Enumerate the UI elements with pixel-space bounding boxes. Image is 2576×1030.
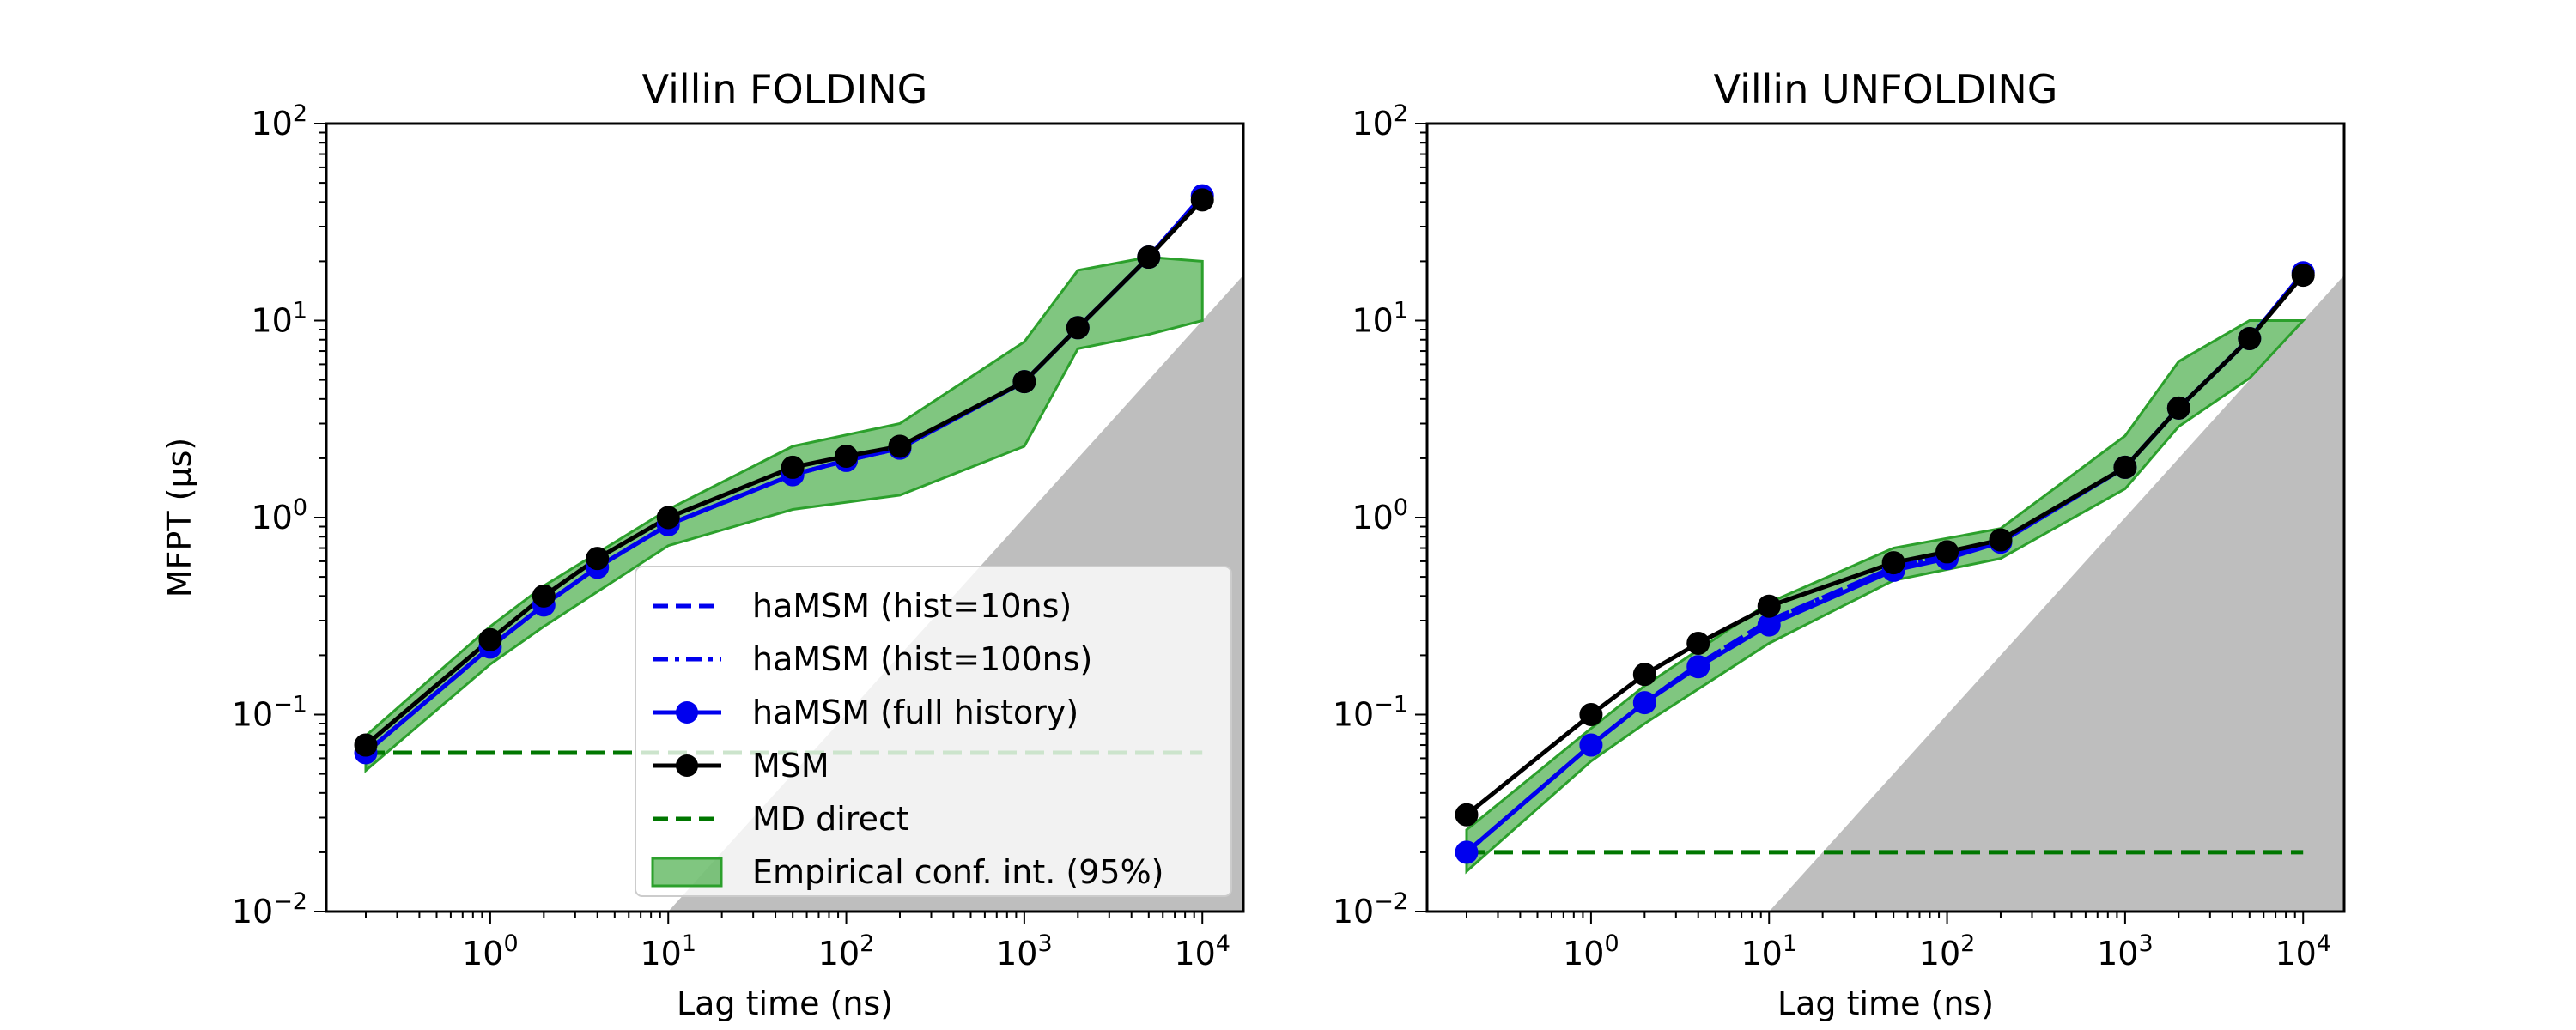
panel-0-legend-label: haMSM (hist=100ns) xyxy=(752,640,1092,678)
panel-0-series-3-point xyxy=(835,444,859,468)
panel-1-series-3-point xyxy=(1881,551,1905,575)
panel-1-series-2-point xyxy=(1579,733,1603,757)
panel-1-x-tick-label: 102 xyxy=(1919,930,1976,972)
panel-1-series-2-point xyxy=(1686,655,1710,679)
panel-1-y-tick-label: 10−2 xyxy=(1333,888,1408,930)
panel-0-series-3-point xyxy=(1190,188,1214,212)
panel-0-series-3-point xyxy=(656,506,680,530)
panel-0-x-tick-label: 103 xyxy=(996,930,1053,972)
panel-0-series-3-point xyxy=(586,547,610,571)
panel-0-legend-marker xyxy=(676,701,698,724)
panel-1-series-3-point xyxy=(1632,663,1656,687)
panel-0-legend-box xyxy=(635,566,1232,897)
panel-0-series-3-point xyxy=(532,584,556,608)
panel-1-series-2-point xyxy=(1455,840,1479,864)
panel-0-y-tick-label: 100 xyxy=(251,494,307,536)
panel-1-series-3-point xyxy=(1989,528,2013,552)
panel-1-series-2-point xyxy=(1632,691,1656,715)
panel-1-x-tick-label: 104 xyxy=(2275,930,2331,972)
panel-1-series-3-point xyxy=(1686,631,1710,655)
panel-0-plot: 100 101 102 103 104 10−2 10−1 100 101 102 Villin F… xyxy=(161,66,1245,1022)
panel-0-legend-label: MD direct xyxy=(752,800,909,838)
panel-0-title: Villin FOLDING xyxy=(642,66,928,112)
panel-0-series-3-point xyxy=(1066,316,1090,340)
panel-1-series-3-point xyxy=(2291,264,2315,288)
panel-0-y-tick-label: 10−2 xyxy=(232,888,307,930)
panel-0-legend-label: haMSM (full history) xyxy=(752,694,1078,731)
panel-1-plot-area xyxy=(1455,261,2344,912)
panel-0-series-3-point xyxy=(888,434,912,458)
panel-0-x-tick-label: 102 xyxy=(818,930,875,972)
panel-1-x-axis-label: Lag time (ns) xyxy=(1777,985,1994,1022)
panel-0-legend-swatch xyxy=(651,857,723,888)
panel-0-x-tick-label: 101 xyxy=(640,930,696,972)
panel-0-series-3-point xyxy=(354,733,378,757)
panel-0-legend-marker xyxy=(676,754,698,777)
panel-0-y-tick-label: 10−1 xyxy=(232,692,307,734)
panel-1-x-tick-label: 101 xyxy=(1741,930,1797,972)
panel-0-confidence-band xyxy=(364,256,1204,773)
panel-1-y-tick-label: 101 xyxy=(1352,298,1408,340)
panel-0-x-axis-label: Lag time (ns) xyxy=(677,985,893,1022)
panel-0-legend-label: Empirical conf. int. (95%) xyxy=(752,853,1164,891)
panel-0-series-3-point xyxy=(1012,370,1036,394)
panel-1-plot: 100 101 102 103 104 10−2 10−1 100 101 102 Villin U… xyxy=(1333,66,2346,1022)
panel-1-series-3-point xyxy=(2113,455,2137,479)
panel-0-series-3-point xyxy=(478,627,502,651)
panel-1-y-tick-label: 100 xyxy=(1352,494,1408,536)
panel-0-y-tick-label: 102 xyxy=(251,100,307,142)
panel-0-y-axis-label: MFPT (μs) xyxy=(161,438,198,597)
panel-1-series-3-point xyxy=(1455,803,1479,827)
panel-1-series-3-point xyxy=(2166,396,2190,420)
panel-1-confidence-band xyxy=(1465,319,2306,875)
panel-1-x-tick-label: 103 xyxy=(2097,930,2154,972)
panel-1-series-3-point xyxy=(2238,327,2262,351)
panel-1-title: Villin UNFOLDING xyxy=(1714,66,2058,112)
panel-0-legend-label: haMSM (hist=10ns) xyxy=(752,587,1072,625)
panel-1-y-tick-label: 102 xyxy=(1352,100,1408,142)
panel-0-x-tick-label: 100 xyxy=(462,930,519,972)
panel-1-series-3-point xyxy=(1757,594,1781,618)
panel-0-legend-label: MSM xyxy=(752,747,829,785)
panel-0-legend: haMSM (hist=10ns) haMSM (hist=100ns) haMSM… xyxy=(635,566,1232,897)
panel-1-series-3-point xyxy=(1935,540,1959,564)
panel-0-y-tick-label: 101 xyxy=(251,298,307,340)
panel-0-series-3-point xyxy=(1137,245,1161,270)
panel-1-series-1-line xyxy=(1465,271,2306,854)
panel-1-x-tick-label: 100 xyxy=(1563,930,1619,972)
panel-0-x-tick-label: 104 xyxy=(1174,930,1230,972)
panel-1-series-3-point xyxy=(1579,703,1603,726)
panel-1-y-tick-label: 10−1 xyxy=(1333,692,1408,734)
panel-0-series-3-point xyxy=(781,455,805,479)
panel-1-excluded-region xyxy=(1769,275,2344,912)
